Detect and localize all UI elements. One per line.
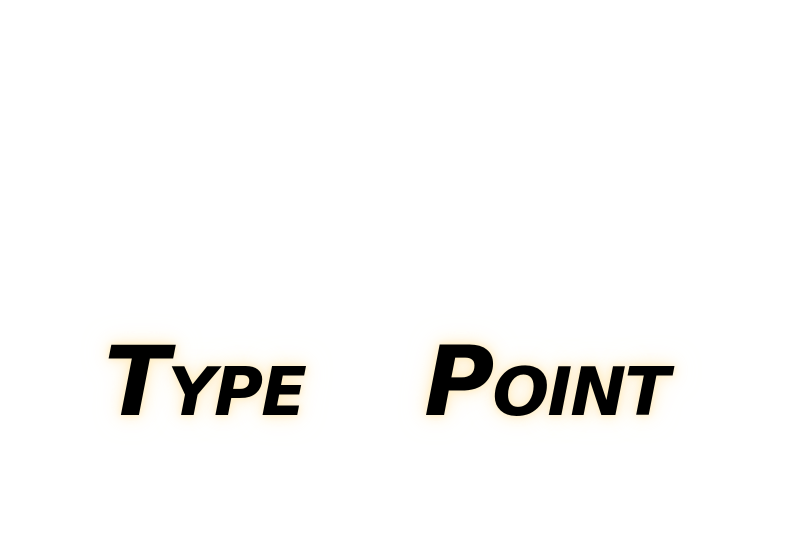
title-word-type: Type: [104, 326, 307, 438]
title-word-point: Point: [424, 326, 670, 438]
